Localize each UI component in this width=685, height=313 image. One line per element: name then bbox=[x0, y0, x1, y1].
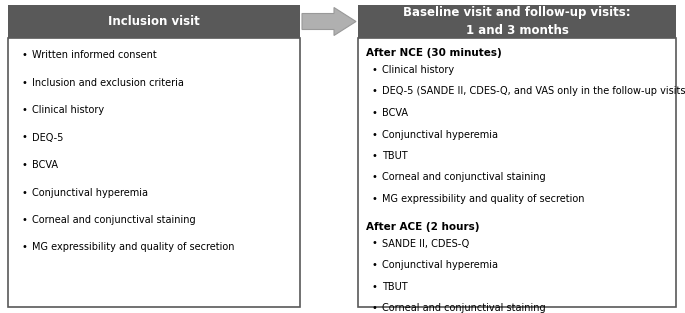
Text: •: • bbox=[372, 303, 378, 313]
FancyBboxPatch shape bbox=[358, 38, 676, 307]
Text: •: • bbox=[372, 86, 378, 96]
Text: After NCE (30 minutes): After NCE (30 minutes) bbox=[366, 48, 501, 58]
Text: TBUT: TBUT bbox=[382, 151, 408, 161]
Text: Conjunctival hyperemia: Conjunctival hyperemia bbox=[32, 187, 148, 198]
Text: MG expressibility and quality of secretion: MG expressibility and quality of secreti… bbox=[32, 243, 234, 253]
Text: •: • bbox=[372, 108, 378, 118]
Text: Clinical history: Clinical history bbox=[32, 105, 104, 115]
Text: •: • bbox=[372, 194, 378, 204]
Text: •: • bbox=[22, 132, 28, 142]
Text: Corneal and conjunctival staining: Corneal and conjunctival staining bbox=[32, 215, 196, 225]
Text: •: • bbox=[22, 187, 28, 198]
Text: DEQ-5 (SANDE II, CDES-Q, and VAS only in the follow-up visits): DEQ-5 (SANDE II, CDES-Q, and VAS only in… bbox=[382, 86, 685, 96]
Text: •: • bbox=[22, 215, 28, 225]
Text: •: • bbox=[22, 105, 28, 115]
Text: •: • bbox=[372, 260, 378, 270]
Text: After ACE (2 hours): After ACE (2 hours) bbox=[366, 222, 480, 232]
Text: •: • bbox=[372, 151, 378, 161]
Text: SANDE II, CDES-Q: SANDE II, CDES-Q bbox=[382, 239, 469, 249]
Text: BCVA: BCVA bbox=[32, 160, 58, 170]
Text: TBUT: TBUT bbox=[382, 281, 408, 291]
Text: Inclusion visit: Inclusion visit bbox=[108, 15, 200, 28]
Text: Inclusion and exclusion criteria: Inclusion and exclusion criteria bbox=[32, 78, 184, 88]
Text: Written informed consent: Written informed consent bbox=[32, 50, 157, 60]
Text: •: • bbox=[22, 243, 28, 253]
Text: BCVA: BCVA bbox=[382, 108, 408, 118]
Text: MG expressibility and quality of secretion: MG expressibility and quality of secreti… bbox=[382, 194, 584, 204]
Text: •: • bbox=[22, 160, 28, 170]
Text: Conjunctival hyperemia: Conjunctival hyperemia bbox=[382, 130, 498, 140]
Text: Corneal and conjunctival staining: Corneal and conjunctival staining bbox=[382, 172, 546, 182]
Text: •: • bbox=[372, 281, 378, 291]
FancyBboxPatch shape bbox=[358, 5, 676, 38]
Text: •: • bbox=[372, 130, 378, 140]
FancyBboxPatch shape bbox=[8, 5, 300, 38]
Text: Clinical history: Clinical history bbox=[382, 65, 454, 75]
Text: •: • bbox=[22, 50, 28, 60]
Text: Baseline visit and follow-up visits:
1 and 3 months: Baseline visit and follow-up visits: 1 a… bbox=[403, 6, 631, 37]
FancyBboxPatch shape bbox=[8, 38, 300, 307]
Text: Conjunctival hyperemia: Conjunctival hyperemia bbox=[382, 260, 498, 270]
Text: •: • bbox=[372, 239, 378, 249]
Text: •: • bbox=[372, 65, 378, 75]
Text: Corneal and conjunctival staining: Corneal and conjunctival staining bbox=[382, 303, 546, 313]
Text: DEQ-5: DEQ-5 bbox=[32, 132, 64, 142]
Text: •: • bbox=[372, 172, 378, 182]
Text: •: • bbox=[22, 78, 28, 88]
Polygon shape bbox=[302, 8, 356, 35]
